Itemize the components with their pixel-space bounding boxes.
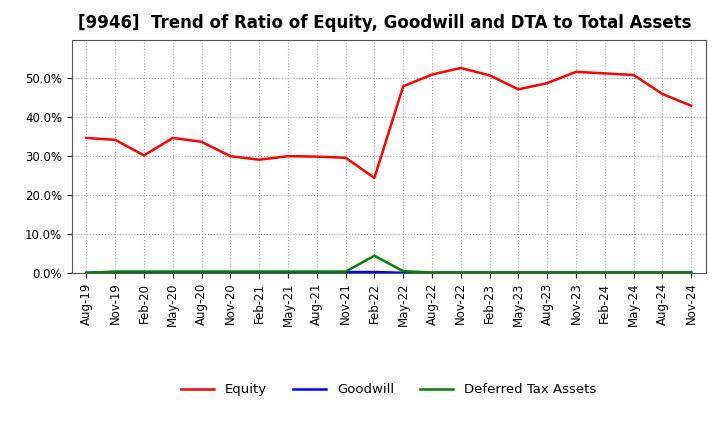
Deferred Tax Assets [600, 270, 609, 275]
Legend: Equity, Goodwill, Deferred Tax Assets: Equity, Goodwill, Deferred Tax Assets [176, 378, 601, 401]
Equity [312, 154, 321, 159]
Equity [456, 65, 465, 70]
Deferred Tax Assets [226, 269, 235, 274]
Goodwill [284, 269, 292, 275]
Equity [197, 139, 206, 144]
Deferred Tax Assets [82, 270, 91, 275]
Equity [629, 72, 638, 77]
Goodwill [111, 269, 120, 275]
Goodwill [168, 269, 177, 275]
Deferred Tax Assets [456, 270, 465, 275]
Goodwill [572, 270, 580, 275]
Equity [485, 73, 494, 78]
Equity [543, 81, 552, 86]
Equity [341, 155, 350, 161]
Equity [255, 157, 264, 162]
Equity [572, 69, 580, 74]
Goodwill [341, 269, 350, 275]
Deferred Tax Assets [140, 269, 148, 274]
Deferred Tax Assets [341, 269, 350, 274]
Equity [687, 103, 696, 108]
Deferred Tax Assets [284, 269, 292, 274]
Goodwill [370, 269, 379, 275]
Deferred Tax Assets [255, 269, 264, 274]
Equity [168, 135, 177, 140]
Deferred Tax Assets [370, 253, 379, 258]
Equity [284, 154, 292, 159]
Goodwill [687, 270, 696, 275]
Deferred Tax Assets [111, 269, 120, 274]
Deferred Tax Assets [485, 270, 494, 275]
Equity [82, 135, 91, 140]
Goodwill [456, 270, 465, 275]
Deferred Tax Assets [514, 270, 523, 275]
Goodwill [140, 269, 148, 275]
Equity [370, 175, 379, 180]
Deferred Tax Assets [399, 268, 408, 274]
Equity [226, 154, 235, 159]
Deferred Tax Assets [197, 269, 206, 274]
Goodwill [428, 270, 436, 275]
Line: Equity: Equity [86, 68, 691, 178]
Equity [514, 87, 523, 92]
Line: Deferred Tax Assets: Deferred Tax Assets [86, 256, 691, 273]
Goodwill [255, 269, 264, 275]
Deferred Tax Assets [658, 270, 667, 275]
Deferred Tax Assets [629, 270, 638, 275]
Goodwill [312, 269, 321, 275]
Text: [9946]  Trend of Ratio of Equity, Goodwill and DTA to Total Assets: [9946] Trend of Ratio of Equity, Goodwil… [78, 15, 692, 33]
Goodwill [514, 270, 523, 275]
Goodwill [629, 270, 638, 275]
Goodwill [399, 270, 408, 275]
Goodwill [226, 269, 235, 275]
Deferred Tax Assets [572, 270, 580, 275]
Deferred Tax Assets [543, 270, 552, 275]
Equity [600, 71, 609, 76]
Equity [140, 153, 148, 158]
Goodwill [197, 269, 206, 275]
Equity [399, 84, 408, 89]
Deferred Tax Assets [428, 270, 436, 275]
Line: Goodwill: Goodwill [86, 272, 691, 273]
Goodwill [485, 270, 494, 275]
Goodwill [658, 270, 667, 275]
Goodwill [600, 270, 609, 275]
Equity [428, 72, 436, 77]
Deferred Tax Assets [168, 269, 177, 274]
Goodwill [543, 270, 552, 275]
Goodwill [82, 270, 91, 275]
Equity [658, 92, 667, 97]
Equity [111, 137, 120, 143]
Deferred Tax Assets [312, 269, 321, 274]
Deferred Tax Assets [687, 270, 696, 275]
